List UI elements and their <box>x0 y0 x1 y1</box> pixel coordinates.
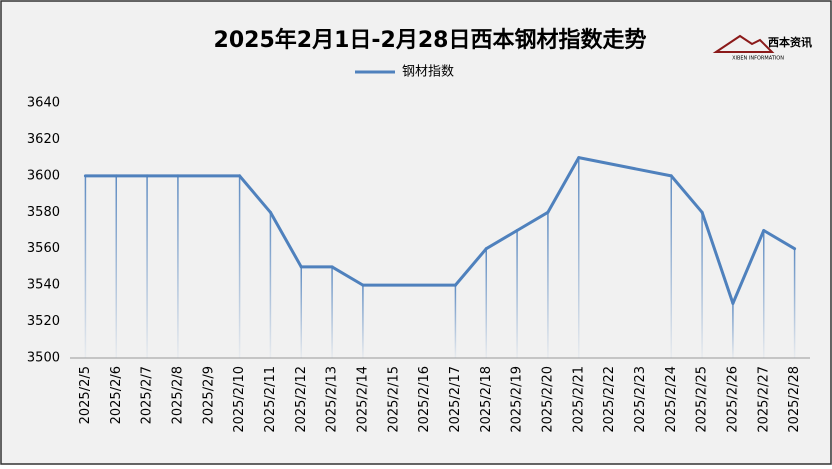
y-tick-label: 3620 <box>27 132 60 147</box>
logo-subtitle: XIBEN INFORMATION <box>732 56 784 62</box>
drop-line <box>547 212 549 358</box>
x-tick-label: 2025/2/26 <box>725 366 740 433</box>
drop-line <box>146 175 148 358</box>
x-tick-label: 2025/2/11 <box>263 366 278 433</box>
drop-line <box>177 175 179 358</box>
line-segment <box>669 174 704 214</box>
drop-line <box>578 157 580 358</box>
x-tick-label: 2025/2/18 <box>479 366 494 433</box>
x-tick-label: 2025/2/22 <box>602 366 617 433</box>
x-tick-label: 2025/2/7 <box>140 366 155 424</box>
y-tick-label: 3580 <box>27 205 60 220</box>
line-segment <box>453 247 488 287</box>
x-tick-label: 2025/2/15 <box>386 366 401 433</box>
x-tick-label: 2025/2/23 <box>633 366 648 433</box>
logo-text: 西本资讯 <box>768 35 812 49</box>
line-segment <box>515 210 550 232</box>
y-tick-label: 3540 <box>27 278 60 293</box>
line-segment <box>238 174 272 214</box>
chart-title: 2025年2月1日-2月28日西本钢材指数走势 <box>214 27 647 53</box>
x-tick-label: 2025/2/24 <box>664 366 679 433</box>
line-segment <box>731 229 766 305</box>
drop-line <box>115 175 117 358</box>
x-tick-label: 2025/2/10 <box>232 366 247 433</box>
x-tick-label: 2025/2/14 <box>355 366 370 433</box>
drop-line <box>485 248 487 358</box>
y-tick-label: 3520 <box>27 314 60 329</box>
x-tick-label: 2025/2/25 <box>695 366 710 433</box>
y-tick-label: 3600 <box>27 168 60 183</box>
x-tick-label: 2025/2/5 <box>78 366 93 424</box>
y-tick-label: 3560 <box>27 241 60 256</box>
drop-line <box>793 248 796 358</box>
x-tick-label: 2025/2/16 <box>417 366 432 433</box>
x-tick-label: 2025/2/17 <box>448 366 463 433</box>
line-segment <box>484 229 519 251</box>
x-tick-label: 2025/2/27 <box>756 366 771 433</box>
drop-line <box>670 175 672 358</box>
line-segment <box>762 229 797 251</box>
logo-icon <box>712 34 775 53</box>
line-segment <box>546 156 581 214</box>
drop-line <box>732 303 734 358</box>
drop-line <box>362 285 364 358</box>
drop-line <box>269 212 272 358</box>
drop-line <box>454 285 457 358</box>
drop-line <box>84 175 87 358</box>
x-tick-label: 2025/2/20 <box>540 366 555 433</box>
drop-line <box>331 266 333 358</box>
drop-line <box>763 230 765 358</box>
legend-label: 钢材指数 <box>402 65 454 80</box>
x-tick-label: 2025/2/12 <box>294 366 309 433</box>
line-segment <box>577 156 673 178</box>
line-segment <box>268 210 303 269</box>
x-tick-label: 2025/2/6 <box>109 366 124 424</box>
line-segment <box>330 265 365 287</box>
logo: 西本资讯 XIBEN INFORMATION <box>712 34 812 62</box>
x-tick-label: 2025/2/8 <box>170 366 185 424</box>
line-segment <box>700 210 735 305</box>
drop-line <box>300 266 302 358</box>
y-tick-label: 3500 <box>27 351 60 366</box>
x-tick-label: 2025/2/21 <box>571 366 586 433</box>
drop-line <box>238 175 241 358</box>
y-tick-label: 3640 <box>27 96 60 111</box>
x-tick-label: 2025/2/9 <box>201 366 216 424</box>
drop-line <box>516 230 518 358</box>
drop-line <box>701 212 703 358</box>
x-tick-label: 2025/2/19 <box>510 366 525 433</box>
x-tick-label: 2025/2/13 <box>325 366 340 433</box>
x-tick-label: 2025/2/28 <box>787 366 802 433</box>
